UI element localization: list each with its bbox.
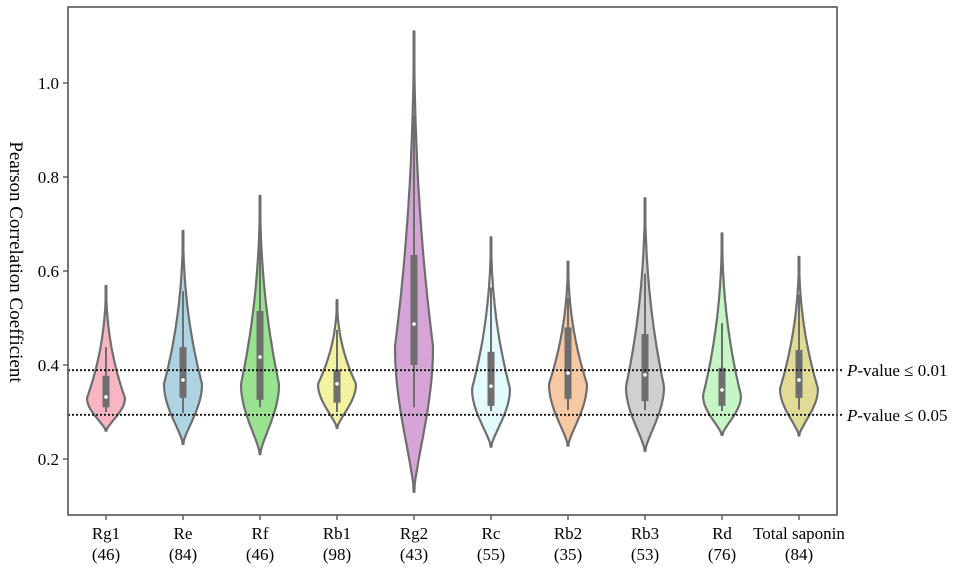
median-dot [489, 384, 493, 388]
x-tick-count: (55) [477, 545, 505, 564]
x-tick-count: (98) [323, 545, 351, 564]
violins-layer [86, 30, 819, 493]
median-dot [797, 378, 801, 382]
x-tick-label: Rd [712, 524, 732, 543]
iqr-box [487, 351, 495, 406]
y-axis: 0.2 0.4 0.6 0.8 1.0 [38, 74, 68, 469]
iqr-box [102, 375, 110, 408]
x-tick-label: Rc [482, 524, 501, 543]
reference-label-1: P-value ≤ 0.01 [846, 361, 947, 380]
iqr-box [718, 367, 726, 406]
p-value-text: -value ≤ 0.01 [857, 361, 947, 380]
iqr-box [333, 369, 341, 403]
median-dot [720, 388, 724, 392]
median-dot [643, 373, 647, 377]
median-dot [566, 371, 570, 375]
median-dot [335, 382, 339, 386]
x-tick-count: (84) [169, 545, 197, 564]
x-tick-label: Total saponin [753, 524, 845, 543]
violin-re [162, 229, 204, 446]
x-tick-label: Rf [252, 524, 269, 543]
violin-total-saponin [779, 255, 819, 437]
median-dot [412, 322, 416, 326]
y-axis-label: Pearson Correlation Coefficient [5, 141, 26, 383]
x-tick-label: Re [174, 524, 193, 543]
y-tick-label: 1.0 [38, 74, 59, 93]
reference-label-2: P-value ≤ 0.05 [846, 406, 947, 425]
violin-rb2 [547, 260, 589, 447]
iqr-box [795, 349, 803, 398]
x-axis: Rg1 (46) Re (84) Rf (46) Rb1 (98) Rg2 (43) Rc (55) R… [92, 515, 845, 564]
iqr-box [179, 347, 187, 398]
p-italic: P [846, 406, 857, 425]
x-tick-count: (53) [631, 545, 659, 564]
violin-rd [702, 232, 742, 437]
y-tick-label: 0.8 [38, 168, 59, 187]
x-tick-count: (46) [246, 545, 274, 564]
x-tick-label: Rg1 [92, 524, 120, 543]
iqr-box [410, 255, 418, 365]
p-value-text: -value ≤ 0.05 [857, 406, 947, 425]
violin-rb3 [624, 197, 666, 453]
iqr-box [641, 333, 649, 402]
reference-lines-layer: P-value ≤ 0.01P-value ≤ 0.05 [68, 361, 947, 425]
y-tick-label: 0.4 [38, 356, 60, 375]
median-dot [258, 355, 262, 359]
violin-rc [471, 236, 511, 448]
plot-frame [67, 6, 838, 516]
x-tick-label: Rg2 [400, 524, 428, 543]
x-tick-count: (84) [785, 545, 813, 564]
x-tick-label: Rb3 [631, 524, 659, 543]
median-dot [181, 378, 185, 382]
iqr-box [564, 327, 572, 399]
violin-rb1 [316, 299, 358, 430]
violin-rg1 [86, 284, 126, 432]
median-dot [104, 395, 108, 399]
x-tick-count: (46) [92, 545, 120, 564]
y-tick-label: 0.2 [38, 450, 59, 469]
x-tick-count: (35) [554, 545, 582, 564]
p-italic: P [846, 361, 857, 380]
x-tick-count: (76) [708, 545, 736, 564]
x-tick-count: (43) [400, 545, 428, 564]
x-tick-label: Rb1 [323, 524, 351, 543]
y-tick-label: 0.6 [38, 262, 59, 281]
violin-rg2 [393, 30, 435, 493]
x-tick-label: Rb2 [554, 524, 582, 543]
